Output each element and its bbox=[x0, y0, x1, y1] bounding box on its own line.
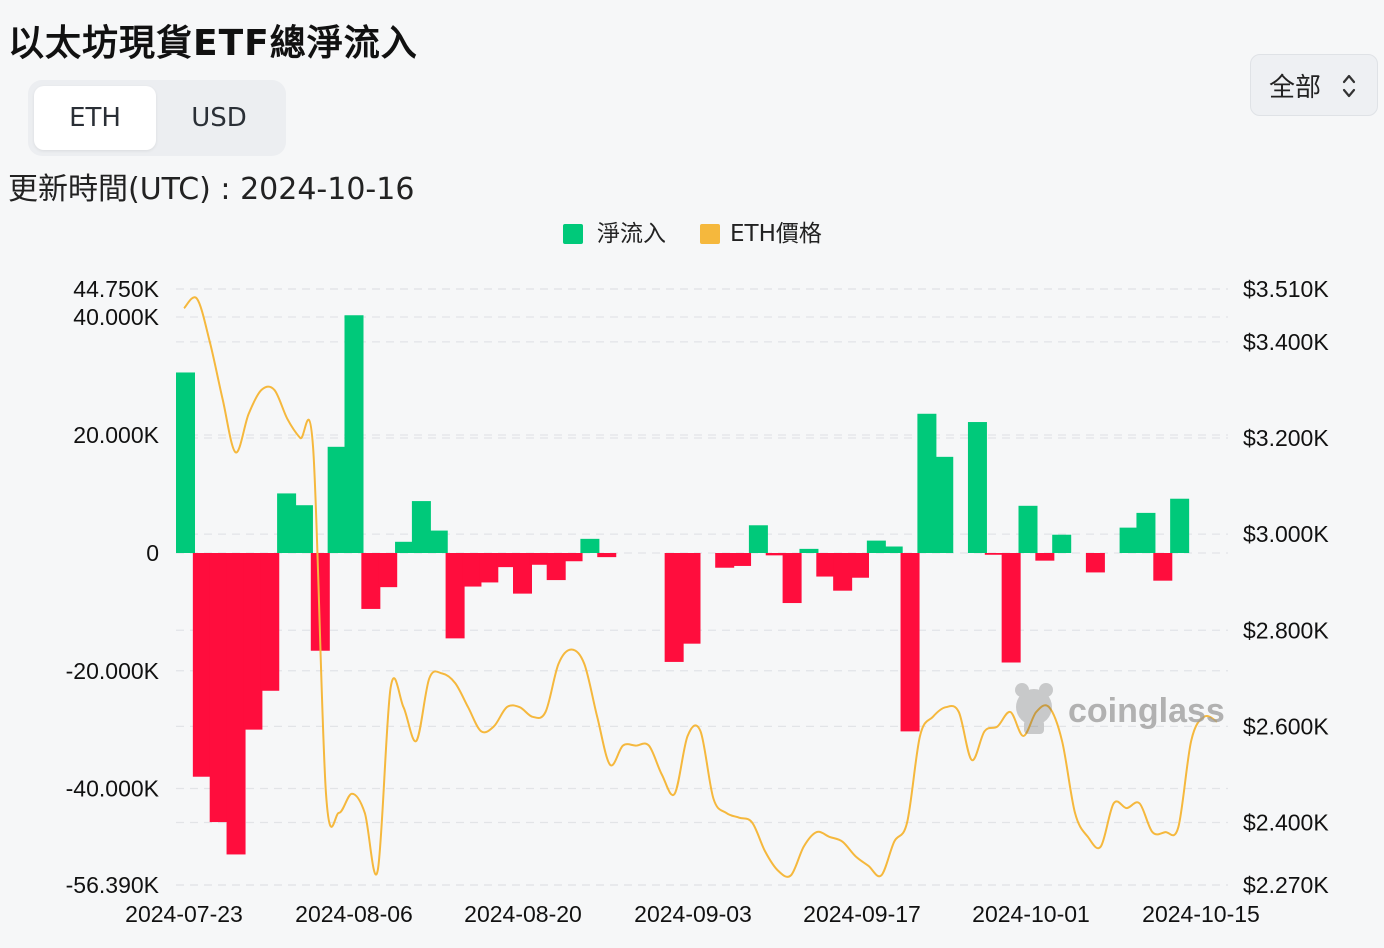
outflow-bar bbox=[833, 553, 853, 591]
outflow-bar bbox=[1001, 553, 1021, 663]
outflow-bar bbox=[361, 553, 381, 609]
inflow-bar bbox=[799, 548, 819, 553]
outflow-bar bbox=[597, 553, 617, 558]
legend-swatch-price bbox=[700, 224, 720, 244]
right-axis-tick: $3.510K bbox=[1243, 276, 1329, 302]
outflow-bar bbox=[513, 553, 532, 594]
inflow-bar bbox=[1052, 534, 1072, 553]
outflow-bar bbox=[1153, 553, 1173, 581]
outflow-bar bbox=[243, 553, 263, 730]
x-axis-tick: 2024-08-20 bbox=[464, 901, 582, 927]
x-axis-tick: 2024-09-17 bbox=[803, 901, 921, 927]
x-axis-tick: 2024-07-23 bbox=[125, 901, 243, 927]
outflow-bar bbox=[209, 553, 229, 823]
x-axis-tick: 2024-08-06 bbox=[295, 901, 413, 927]
right-axis-tick: $2.600K bbox=[1243, 713, 1329, 739]
outflow-bar bbox=[900, 553, 920, 732]
outflow-bar bbox=[1085, 553, 1105, 573]
inflow-bar bbox=[748, 525, 768, 553]
inflow-bar bbox=[1119, 527, 1139, 553]
outflow-bar bbox=[782, 553, 802, 604]
outflow-bar bbox=[378, 553, 398, 588]
inflow-bar bbox=[883, 546, 903, 553]
range-select-value: 全部 bbox=[1269, 73, 1322, 103]
outflow-bar bbox=[816, 553, 836, 577]
inflow-bar bbox=[580, 538, 600, 553]
inflow-bar bbox=[1018, 505, 1038, 553]
unit-toggle: ETH USD bbox=[28, 80, 286, 156]
outflow-bar bbox=[462, 553, 482, 587]
outflow-bar bbox=[681, 553, 701, 644]
left-axis-tick: -56.390K bbox=[66, 872, 160, 898]
legend-label-inflow: 淨流入 bbox=[597, 221, 666, 247]
outflow-bar bbox=[445, 553, 465, 639]
tab-usd[interactable]: USD bbox=[191, 103, 247, 133]
right-axis-tick: $2.400K bbox=[1243, 810, 1329, 836]
left-axis-tick: 40.000K bbox=[73, 304, 159, 330]
update-time: 更新時間(UTC) : 2024-10-16 bbox=[8, 164, 414, 208]
left-axis-tick: -40.000K bbox=[66, 776, 160, 802]
inflow-bar bbox=[411, 501, 431, 553]
outflow-bar bbox=[1035, 553, 1055, 561]
outflow-bar bbox=[260, 553, 280, 691]
outflow-bar bbox=[850, 553, 869, 578]
inflow-bar bbox=[293, 505, 313, 553]
range-select[interactable]: 全部 bbox=[1250, 54, 1378, 116]
outflow-bar bbox=[546, 553, 566, 581]
inflow-bar bbox=[1170, 498, 1190, 553]
outflow-bar bbox=[715, 553, 735, 568]
x-axis-tick: 2024-10-01 bbox=[972, 901, 1090, 927]
update-time-value: 2024-10-16 bbox=[240, 172, 415, 207]
outflow-bar bbox=[529, 553, 549, 565]
inflow-bar bbox=[934, 456, 954, 553]
outflow-bar bbox=[732, 553, 752, 566]
eth-price-line bbox=[183, 296, 1218, 878]
left-axis-tick: 0 bbox=[146, 540, 159, 566]
x-axis-tick: 2024-10-15 bbox=[1142, 901, 1260, 927]
outflow-bar bbox=[310, 553, 330, 651]
inflow-bar bbox=[395, 541, 415, 553]
chevron-updown-icon bbox=[1342, 74, 1356, 98]
outflow-bar bbox=[664, 553, 684, 662]
inflow-bar bbox=[327, 446, 347, 553]
right-axis-tick: $2.800K bbox=[1243, 617, 1329, 643]
outflow-bar bbox=[192, 553, 212, 777]
inflow-bar bbox=[176, 372, 195, 553]
outflow-bar bbox=[765, 553, 785, 556]
right-axis-tick: $3.400K bbox=[1243, 329, 1329, 355]
outflow-bar bbox=[984, 553, 1004, 555]
inflow-bar bbox=[967, 422, 987, 553]
right-axis-tick: $3.200K bbox=[1243, 425, 1329, 451]
update-time-label: 更新時間(UTC) bbox=[8, 172, 211, 207]
legend-label-price: ETH價格 bbox=[730, 221, 822, 247]
tab-eth[interactable]: ETH bbox=[34, 86, 156, 150]
inflow-bar bbox=[277, 493, 297, 553]
inflow-bar bbox=[917, 413, 937, 553]
left-axis-tick: 44.750K bbox=[73, 276, 159, 302]
outflow-bar bbox=[226, 553, 246, 855]
outflow-bar bbox=[479, 553, 499, 583]
left-axis-tick: -20.000K bbox=[66, 658, 160, 684]
coinglass-logo bbox=[1015, 683, 1053, 734]
right-axis-tick: $3.000K bbox=[1243, 521, 1329, 547]
outflow-bar bbox=[496, 553, 516, 568]
x-axis-tick: 2024-09-03 bbox=[634, 901, 752, 927]
watermark-text: coinglass bbox=[1068, 692, 1225, 730]
inflow-bar bbox=[1136, 512, 1156, 553]
right-axis-tick: $2.270K bbox=[1243, 872, 1329, 898]
left-axis-tick: 20.000K bbox=[73, 422, 159, 448]
legend-swatch-inflow bbox=[563, 224, 583, 244]
inflow-bar bbox=[344, 315, 364, 553]
outflow-bar bbox=[563, 553, 583, 562]
update-time-sep: : bbox=[210, 172, 241, 207]
inflow-bar bbox=[866, 540, 886, 553]
page-title: 以太坊現貨ETF總淨流入 bbox=[8, 23, 418, 64]
inflow-bar bbox=[428, 530, 448, 553]
